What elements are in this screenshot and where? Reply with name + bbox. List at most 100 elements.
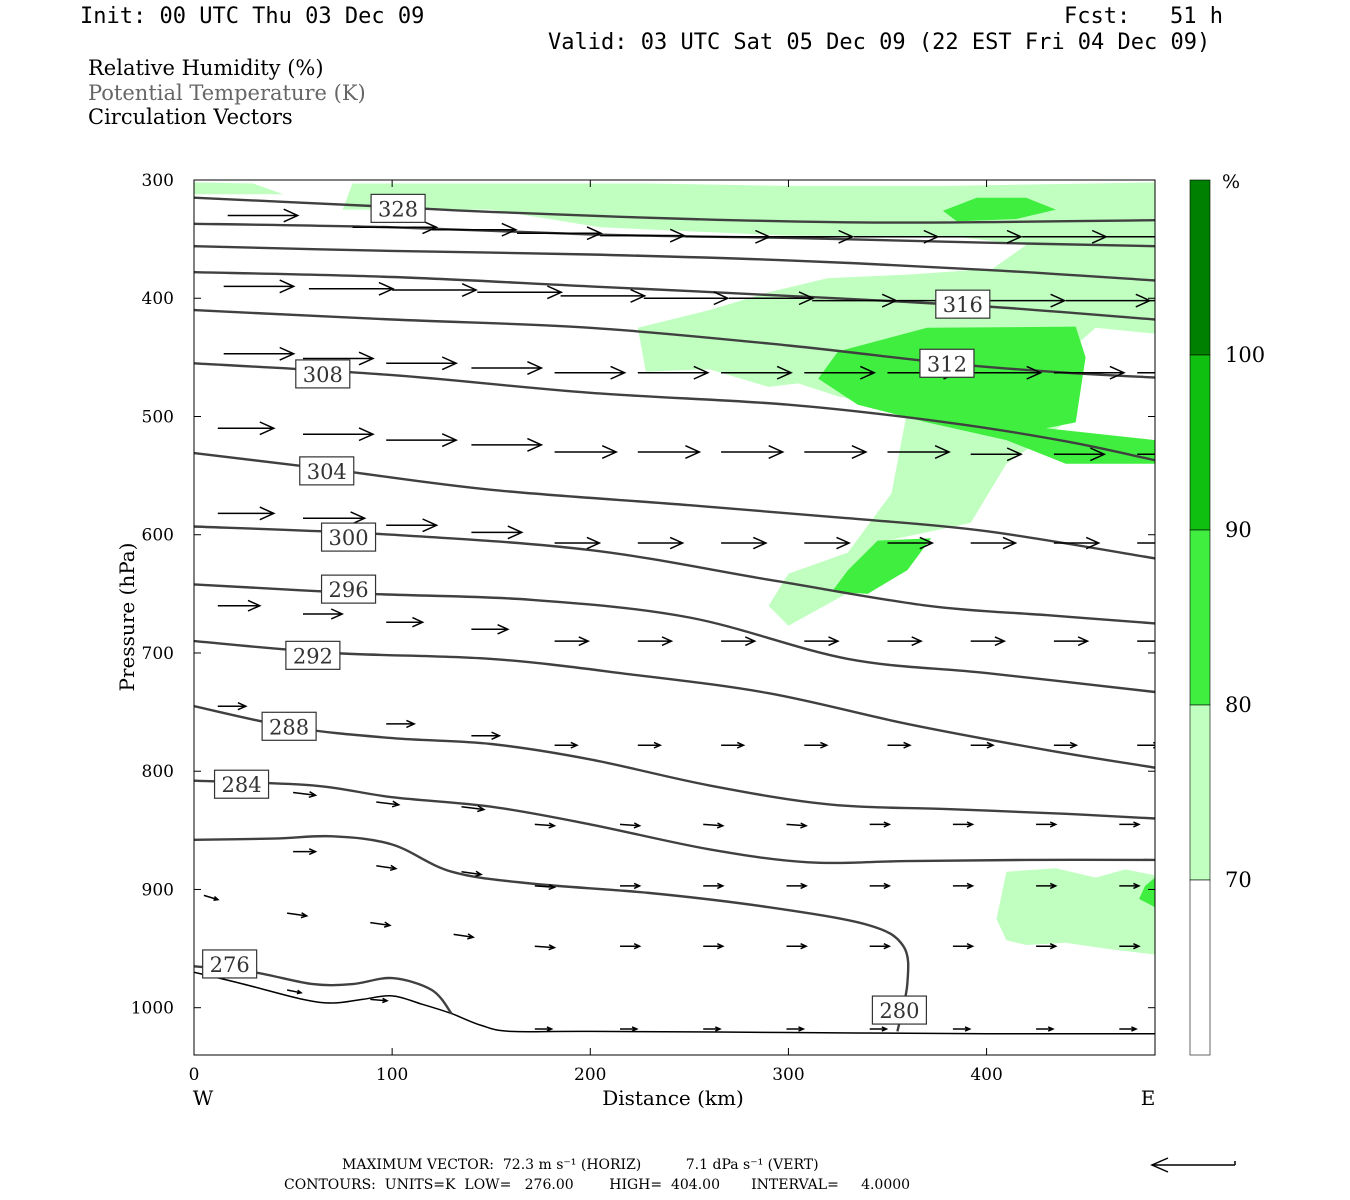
theta-label-box: [299, 456, 355, 486]
y-tick-label: 500: [142, 407, 174, 427]
theta-contour-layer: [194, 196, 1155, 1032]
circulation-vector-77: [804, 741, 829, 749]
theta-label-box: [261, 711, 317, 741]
colorbar-band-0: [1189, 179, 1211, 356]
y-tick-label: 700: [142, 644, 174, 664]
theta-label-text: 300: [329, 526, 369, 550]
circulation-vector-56: [970, 536, 1018, 550]
circulation-vector-57: [1053, 536, 1101, 550]
circulation-vector-97: [620, 882, 642, 890]
circulation-vector-69: [1053, 636, 1090, 647]
circulation-vector-93: [293, 848, 318, 856]
circulation-vector-54: [804, 536, 851, 550]
theta-label-box: [370, 193, 426, 223]
circulation-vector-12: [308, 281, 395, 296]
theta-label-box: [935, 289, 991, 319]
theta-contour-328: [194, 196, 1155, 224]
circulation-vector-38: [471, 437, 544, 452]
circulation-vector-20: [980, 293, 1067, 308]
theta-label-text: 276: [210, 953, 250, 977]
theta-label-text: 308: [303, 363, 343, 387]
circulation-vector-43: [887, 445, 951, 459]
y-axis-label: Pressure (hPa): [115, 543, 139, 692]
colorbar-band-2: [1189, 529, 1211, 706]
theta-label-text: 316: [943, 293, 983, 317]
theta-label-288: 288: [261, 711, 317, 741]
y-tick-label: 800: [142, 762, 174, 782]
circulation-vector-89: [869, 821, 892, 828]
circulation-vector-62: [471, 624, 510, 635]
circulation-vector-32: [970, 365, 1043, 380]
terrain-layer: [194, 971, 1155, 1035]
contour-info-note: CONTOURS: UNITS=K LOW= 276.00 HIGH= 404.…: [284, 1177, 911, 1193]
rh-region-80-90-3: [943, 197, 1056, 222]
circulation-vector-115: [1119, 943, 1141, 950]
y-tick-label: 900: [142, 880, 174, 900]
theta-contour-280: [194, 834, 910, 1032]
circulation-vector-75: [637, 741, 663, 749]
circulation-vector-33: [1053, 365, 1126, 380]
valid-time: Valid: 03 UTC Sat 05 Dec 09 (22 EST Fri …: [548, 30, 1211, 55]
circulation-vector-6: [768, 229, 855, 244]
circulation-vector-116: [286, 989, 303, 995]
circulation-vector-52: [637, 536, 685, 550]
axes-layer: 300 400 500 600 700 800 900 1000 0 100 200 300 400: [131, 171, 1155, 1085]
theta-label-312: 312: [919, 348, 975, 378]
circulation-vector-108: [534, 944, 557, 951]
rh-region-70-80-0: [194, 182, 284, 195]
circulation-vector-98: [703, 882, 725, 890]
circulation-vector-39: [554, 445, 619, 459]
y-tick-label: 300: [142, 171, 174, 191]
circulation-vector-4: [600, 228, 687, 243]
theta-contour-320: [194, 245, 1155, 282]
theta-label-text: 304: [307, 460, 347, 484]
circulation-vector-49: [386, 518, 439, 533]
circulation-vector-65: [721, 636, 757, 647]
circulation-vector-88: [786, 822, 808, 829]
colorbar-band-4: [1189, 879, 1211, 1056]
circulation-vector-34: [1137, 371, 1155, 374]
circulation-vector-107: [453, 933, 476, 940]
circulation-vector-123: [952, 1026, 972, 1032]
theta-label-328: 328: [370, 193, 426, 223]
circulation-vector-24: [303, 351, 375, 366]
circulation-vector-68: [970, 636, 1007, 647]
circulation-vector-66: [804, 636, 840, 647]
circulation-vector-51: [554, 536, 602, 550]
colorbar-unit-label: %: [1222, 171, 1240, 193]
circulation-vector-45: [1053, 447, 1107, 462]
circulation-vector-76: [721, 741, 746, 749]
circulation-vector-91: [1036, 821, 1058, 828]
circulation-vector-104: [203, 894, 220, 901]
theta-label-box: [919, 348, 975, 378]
circulation-vector-28: [637, 365, 710, 380]
circulation-vector-1: [352, 220, 439, 235]
circulation-vector-46: [1137, 453, 1155, 456]
circulation-vector-120: [703, 1026, 722, 1032]
circulation-vector-72: [386, 719, 417, 729]
reference-vector: [1150, 1157, 1236, 1173]
circulation-vector-112: [869, 943, 892, 950]
circulation-vector-8: [937, 229, 1023, 244]
circulation-vector-109: [620, 943, 642, 950]
theta-label-304: 304: [299, 456, 355, 486]
colorbar-band-1: [1189, 354, 1211, 531]
circulation-vector-73: [471, 731, 502, 740]
theta-label-text: 312: [927, 352, 967, 376]
colorbar: 100 90 80 70%: [1189, 171, 1265, 1056]
circulation-vector-122: [869, 1026, 889, 1032]
circulation-vector-118: [534, 1026, 554, 1032]
circulation-vector-42: [804, 445, 868, 459]
theta-label-box: [202, 949, 258, 979]
circulation-vector-53: [721, 536, 768, 550]
circulation-vector-58: [1137, 542, 1155, 544]
circulation-vector-86: [619, 822, 642, 829]
x-end-label-east: E: [1141, 1086, 1156, 1110]
x-axis-label: Distance (km): [602, 1086, 744, 1110]
circulation-vector-80: [1053, 741, 1079, 749]
vector-layer: [203, 208, 1155, 1032]
theta-contour-312: [194, 308, 1155, 379]
circulation-vector-81: [1137, 741, 1155, 749]
terrain-line: [194, 971, 1155, 1035]
plot-frame: [193, 179, 1156, 1056]
